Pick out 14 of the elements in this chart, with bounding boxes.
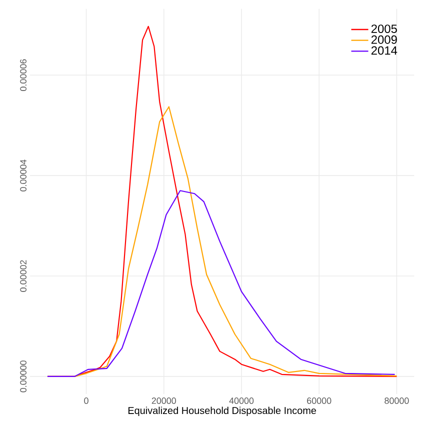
x-axis-title: Equivalized Household Disposable Income [128,406,316,416]
y-tick-label: 0.00002 [20,260,26,292]
x-tick-label: 60000 [307,398,332,404]
legend-label: 2009 [371,35,397,44]
x-tick-label: 80000 [384,398,409,404]
legend-label: 2014 [371,46,398,55]
y-tick-label: 0.00000 [20,360,26,392]
x-tick-label: 40000 [229,398,254,404]
x-tick-label: 0 [84,398,88,404]
legend-label: 2005 [371,24,397,34]
x-tick-label: 20000 [152,398,176,404]
y-tick-label: 0.00004 [20,160,26,192]
line-series [46,190,396,377]
y-tick-label: 0.00006 [20,59,26,91]
